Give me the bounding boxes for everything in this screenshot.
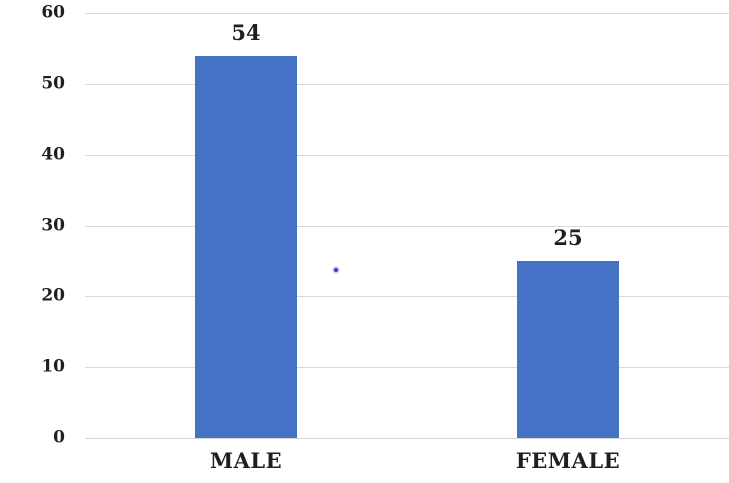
y-axis-tick-label: 10 [41,356,65,377]
y-axis-tick-label: 40 [41,144,65,165]
y-gridline [85,367,729,368]
bar-value-label: 54 [231,20,261,45]
y-gridline [85,226,729,227]
y-axis-tick-label: 0 [53,427,65,448]
x-axis-category-label: MALE [209,448,283,473]
y-gridline [85,296,729,297]
y-axis-tick-label: 20 [41,285,65,306]
x-axis-line [85,438,729,439]
y-gridline [85,84,729,85]
bar-female [517,261,619,438]
y-axis-tick-label: 60 [41,2,65,23]
bar-male [195,56,297,438]
y-gridline [85,13,729,14]
stray-dot-mark [334,268,338,272]
y-axis-tick-label: 30 [41,215,65,236]
y-gridline [85,155,729,156]
x-axis-category-label: FEMALE [515,448,621,473]
y-axis-tick-label: 50 [41,73,65,94]
bar-value-label: 25 [553,225,583,250]
